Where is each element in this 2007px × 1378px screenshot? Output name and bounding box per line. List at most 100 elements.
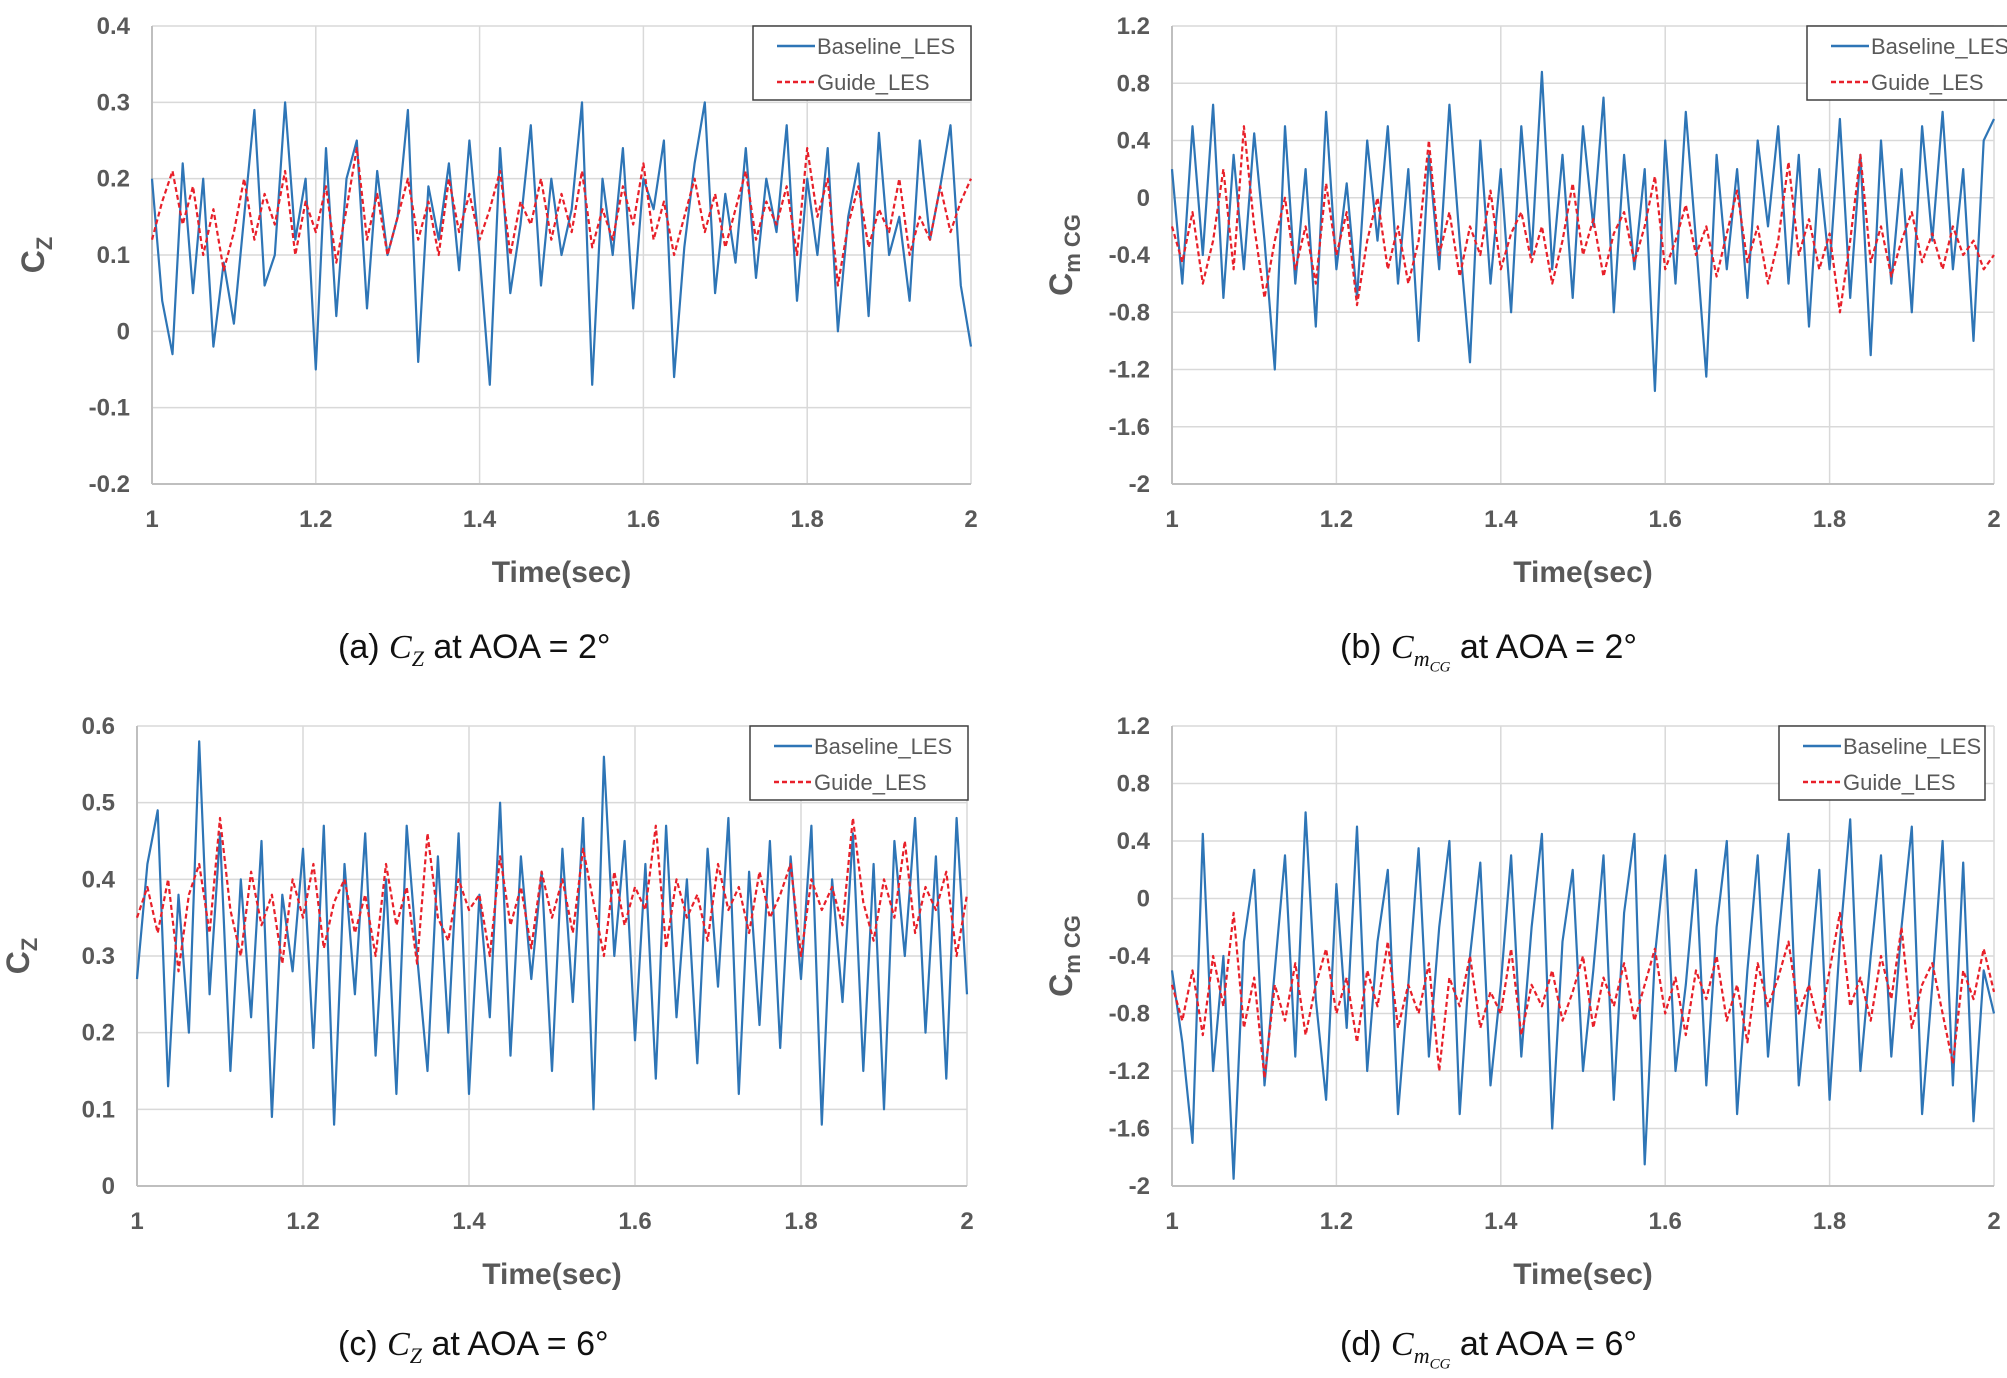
y-tick-label: 0 bbox=[117, 318, 130, 345]
y-axis-label-main: C bbox=[1043, 273, 1079, 296]
chart-b: -2 -1.6 -1.2 -0.8 -0.4 0 0.4 0.8 1.2 1 1.2 1.4 1.6 1.… bbox=[1043, 13, 2007, 589]
y-axis-label: CZ bbox=[15, 237, 57, 274]
x-tick-label: 1 bbox=[145, 506, 158, 533]
caption-c-prefix: (c) bbox=[338, 1325, 388, 1363]
y-tick-label: 0.2 bbox=[97, 166, 130, 193]
caption-a: (a) CZ at AOA = 2° bbox=[338, 628, 611, 672]
legend-label: Guide_LES bbox=[1871, 70, 1984, 95]
legend-label: Guide_LES bbox=[1843, 770, 1956, 795]
x-tick-label: 1.4 bbox=[1484, 1208, 1518, 1235]
caption-c-symbol: C bbox=[387, 1326, 410, 1363]
y-tick-label: 0.4 bbox=[82, 866, 116, 893]
caption-b-symbol: C bbox=[1391, 629, 1414, 666]
y-axis-label: CZ bbox=[0, 938, 42, 975]
y-axis-label-main: C bbox=[1043, 974, 1079, 997]
series-line-guide-les bbox=[135, 816, 969, 973]
caption-d: (d) CmCG at AOA = 6° bbox=[1340, 1325, 1637, 1373]
y-tick-label: -1.2 bbox=[1109, 1058, 1150, 1085]
y-axis-label: Cm CG bbox=[1043, 214, 1085, 296]
y-tick-label: 0 bbox=[1137, 185, 1150, 212]
caption-b-prefix: (b) bbox=[1340, 628, 1391, 666]
chart-c: 0 0.1 0.2 0.3 0.4 0.5 0.6 1 1.2 1.4 1.6 1.8 2 Time(se… bbox=[0, 713, 974, 1291]
y-tick-label: -0.4 bbox=[1109, 943, 1151, 970]
y-tick-label: 0 bbox=[102, 1173, 115, 1200]
caption-b-suffix: at AOA = 2° bbox=[1450, 628, 1637, 666]
caption-a-subscript: Z bbox=[411, 645, 424, 671]
x-tick-label: 2 bbox=[960, 1208, 973, 1235]
x-tick-label: 1.8 bbox=[784, 1208, 817, 1235]
caption-a-symbol: C bbox=[389, 629, 412, 666]
y-tick-label: 0.8 bbox=[1117, 70, 1150, 97]
y-tick-label: 0.3 bbox=[97, 89, 130, 116]
series-line-guide-les bbox=[150, 147, 973, 287]
caption-c-subscript: Z bbox=[409, 1342, 423, 1368]
caption-d-prefix: (d) bbox=[1340, 1325, 1391, 1363]
series-line-baseline-les bbox=[150, 101, 973, 386]
y-axis-label-subscript: m CG bbox=[1060, 214, 1085, 273]
x-axis-label: Time(sec) bbox=[492, 556, 632, 589]
y-tick-label: -0.1 bbox=[89, 395, 130, 422]
x-tick-label: 1 bbox=[1165, 506, 1178, 533]
legend: Baseline_LES Guide_LES bbox=[1806, 25, 2007, 101]
legend: Baseline_LES Guide_LES bbox=[1778, 725, 1986, 801]
x-tick-label: 1.6 bbox=[1649, 506, 1682, 533]
y-tick-label: 0.4 bbox=[97, 13, 131, 40]
x-axis-label: Time(sec) bbox=[1513, 1258, 1653, 1291]
legend-label: Guide_LES bbox=[814, 770, 927, 795]
y-tick-label: -0.8 bbox=[1109, 299, 1150, 326]
y-tick-label: -0.4 bbox=[1109, 242, 1151, 269]
legend-box bbox=[1778, 725, 1986, 801]
caption-b: (b) CmCG at AOA = 2° bbox=[1340, 628, 1637, 676]
x-tick-label: 2 bbox=[964, 506, 977, 533]
series-line-guide-les bbox=[1170, 125, 1995, 314]
x-tick-label: 1.8 bbox=[791, 506, 824, 533]
y-axis-label-main: C bbox=[15, 250, 51, 273]
y-axis-label-subscript: Z bbox=[32, 237, 57, 250]
x-tick-label: 1.8 bbox=[1813, 1208, 1846, 1235]
caption-d-subscript: mCG bbox=[1413, 1342, 1451, 1372]
y-axis-label: Cm CG bbox=[1043, 915, 1085, 997]
legend-label: Baseline_LES bbox=[814, 734, 952, 759]
x-tick-label: 1.4 bbox=[452, 1208, 486, 1235]
caption-b-subscript: mCG bbox=[1413, 645, 1451, 675]
legend-label: Guide_LES bbox=[817, 70, 930, 95]
y-axis-label-main: C bbox=[0, 951, 36, 974]
y-tick-label: 0 bbox=[1137, 886, 1150, 913]
caption-b-subscript-main: m bbox=[1413, 645, 1430, 671]
x-tick-label: 1 bbox=[1165, 1208, 1178, 1235]
y-tick-label: -1.2 bbox=[1109, 357, 1150, 384]
series-line-baseline-les bbox=[135, 740, 969, 1126]
legend-label: Baseline_LES bbox=[817, 34, 955, 59]
y-axis-label-subscript: m CG bbox=[1060, 915, 1085, 974]
y-tick-label: 1.2 bbox=[1117, 713, 1150, 740]
x-tick-label: 2 bbox=[1987, 1208, 2000, 1235]
caption-a-prefix: (a) bbox=[338, 628, 389, 666]
caption-d-symbol: C bbox=[1391, 1326, 1414, 1363]
y-tick-label: -0.2 bbox=[89, 471, 130, 498]
y-tick-label: 0.2 bbox=[82, 1020, 115, 1047]
y-tick-label: 0.5 bbox=[82, 790, 115, 817]
chart-d: -2 -1.6 -1.2 -0.8 -0.4 0 0.4 0.8 1.2 1 1.2 1.4 1.6 1.… bbox=[1043, 713, 2001, 1291]
x-tick-label: 1.6 bbox=[627, 506, 660, 533]
legend-box bbox=[1806, 25, 2007, 101]
legend-label: Baseline_LES bbox=[1871, 34, 2007, 59]
series-line-guide-les bbox=[1170, 911, 1996, 1080]
series-line-baseline-les bbox=[1170, 811, 1996, 1180]
caption-c-suffix: at AOA = 6° bbox=[422, 1325, 609, 1363]
caption-b-subscript-cg: CG bbox=[1429, 659, 1451, 676]
legend-box bbox=[749, 725, 969, 801]
y-tick-label: 0.3 bbox=[82, 943, 115, 970]
x-tick-label: 2 bbox=[1987, 506, 2000, 533]
y-tick-label: -2 bbox=[1129, 1173, 1150, 1200]
chart-a: -0.2 -0.1 0 0.1 0.2 0.3 0.4 1 1.2 1.4 1.6 1.8 2 Time(… bbox=[15, 13, 978, 589]
y-tick-label: -1.6 bbox=[1109, 414, 1150, 441]
legend: Baseline_LES Guide_LES bbox=[749, 725, 969, 801]
y-axis-label-subscript: Z bbox=[17, 938, 42, 951]
caption-d-subscript-cg: CG bbox=[1429, 1356, 1451, 1373]
x-tick-label: 1 bbox=[130, 1208, 143, 1235]
caption-d-subscript-main: m bbox=[1413, 1342, 1430, 1368]
legend: Baseline_LES Guide_LES bbox=[752, 25, 972, 101]
caption-a-suffix: at AOA = 2° bbox=[423, 628, 611, 666]
y-tick-label: 0.6 bbox=[82, 713, 115, 740]
y-tick-label: 0.1 bbox=[82, 1096, 115, 1123]
